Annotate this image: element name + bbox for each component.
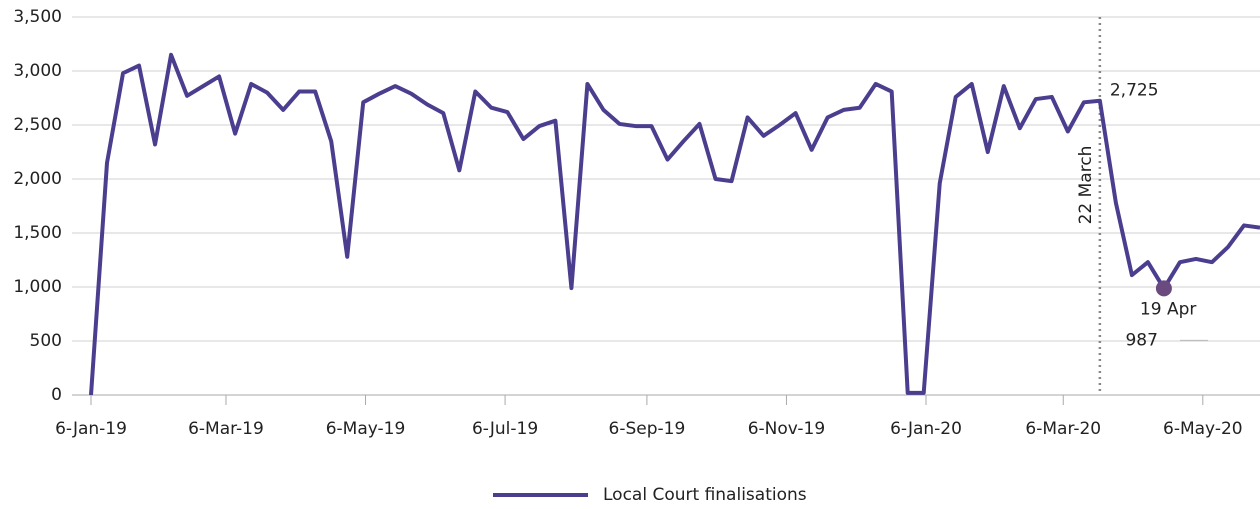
x-tick-label: 6-Mar-19 xyxy=(188,419,264,439)
legend-label: Local Court finalisations xyxy=(603,485,807,505)
y-tick-label: 2,500 xyxy=(13,115,62,135)
x-tick-label: 6-Mar-20 xyxy=(1025,419,1101,439)
value-label: 2,725 xyxy=(1110,81,1159,101)
value-label: 987 xyxy=(1125,330,1157,350)
x-tick-label: 6-Sep-19 xyxy=(609,419,686,439)
y-tick-label: 2,000 xyxy=(13,169,62,189)
y-tick-label: 3,500 xyxy=(13,7,62,27)
x-tick-label: 6-May-20 xyxy=(1163,419,1243,439)
x-tick-label: 6-Jul-19 xyxy=(472,419,538,439)
x-tick-label: 6-Jan-19 xyxy=(55,419,127,439)
y-tick-label: 1,000 xyxy=(13,277,62,297)
highlight-marker xyxy=(1155,280,1172,297)
y-tick-label: 3,000 xyxy=(13,61,62,81)
annotation-text: 22 March xyxy=(1076,146,1096,225)
x-tick-label: 6-Jan-20 xyxy=(890,419,962,439)
y-tick-label: 500 xyxy=(30,331,62,351)
y-tick-label: 1,500 xyxy=(13,223,62,243)
y-tick-label: 0 xyxy=(51,385,62,405)
annotation-text: 19 Apr xyxy=(1140,299,1196,319)
x-tick-label: 6-Nov-19 xyxy=(748,419,825,439)
x-tick-label: 6-May-19 xyxy=(326,419,406,439)
data-line xyxy=(89,52,1260,396)
